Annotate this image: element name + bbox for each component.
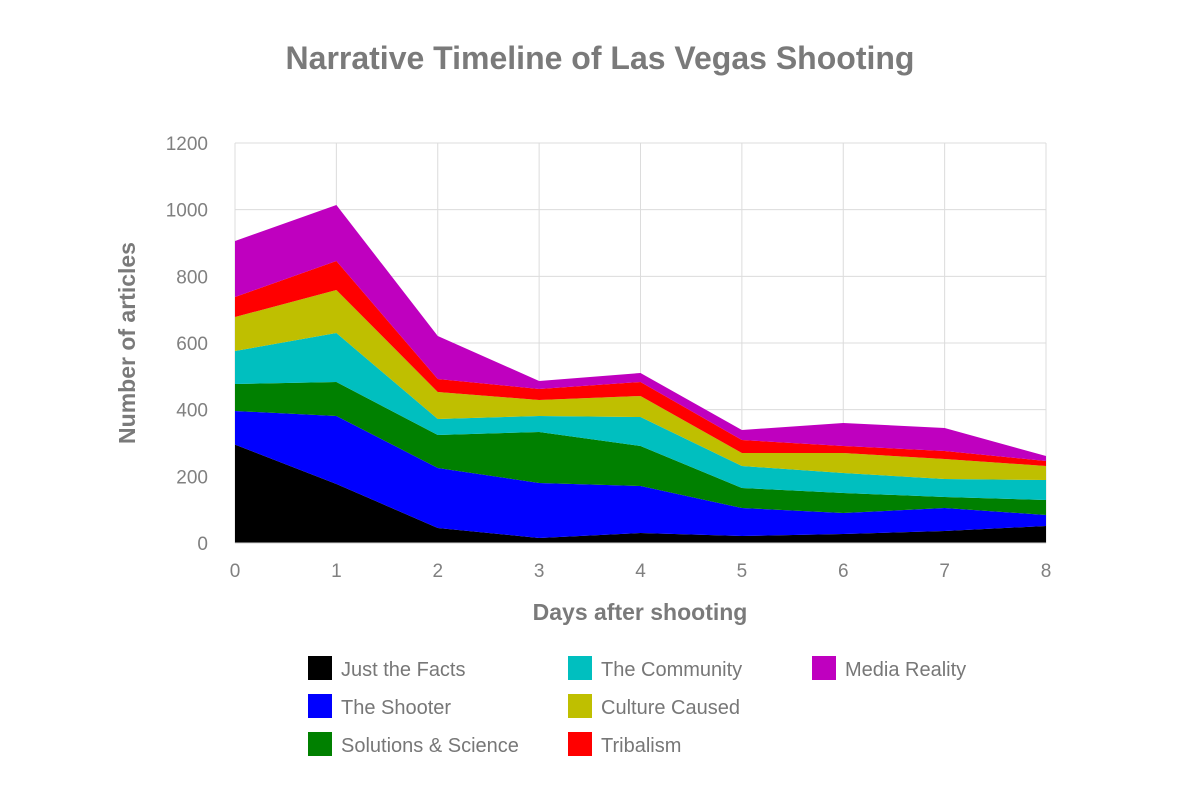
y-tick-label: 400 [176,401,208,422]
y-tick-label: 200 [176,467,208,488]
legend-label: Culture Caused [601,697,740,719]
legend-swatch [568,732,592,756]
area-the-shooter [235,411,1046,538]
x-tick-label: 6 [838,561,849,582]
y-tick-label: 600 [176,334,208,355]
legend-item: Media Reality [812,656,966,681]
area-tribalism [235,261,1046,466]
chart-title: Narrative Timeline of Las Vegas Shooting [286,40,915,76]
x-tick-label: 4 [635,561,646,582]
legend-label: Solutions & Science [341,735,519,757]
legend-swatch [568,656,592,680]
x-tick-label: 1 [331,561,342,582]
y-tick-label: 1200 [166,134,208,155]
y-tick-label: 1000 [166,201,208,222]
legend-item: The Shooter [308,694,451,719]
area-the-community [235,333,1046,500]
y-tick-label: 0 [197,534,208,555]
legend-item: Just the Facts [308,656,466,681]
legend-label: Tribalism [601,735,681,757]
area-culture-caused [235,290,1046,480]
legend-label: The Community [601,659,742,681]
legend-swatch [812,656,836,680]
area-just-the-facts [235,444,1046,543]
legend-swatch [308,694,332,718]
area-solutions-science [235,382,1046,515]
y-axis-label: Number of articles [114,242,140,444]
x-tick-label: 7 [939,561,950,582]
legend-label: Just the Facts [341,659,466,681]
legend-label: Media Reality [845,659,966,681]
legend-swatch [308,732,332,756]
legend-item: Culture Caused [568,694,740,719]
area-media-reality [235,205,1046,461]
legend-swatch [308,656,332,680]
x-tick-label: 8 [1041,561,1052,582]
y-tick-label: 800 [176,267,208,288]
legend-item: The Community [568,656,742,681]
legend-label: The Shooter [341,697,451,719]
x-tick-label: 5 [737,561,748,582]
x-axis-label: Days after shooting [533,599,748,625]
legend-item: Tribalism [568,732,681,757]
legend-item: Solutions & Science [308,732,519,757]
x-tick-label: 2 [432,561,443,582]
x-tick-label: 3 [534,561,545,582]
legend-swatch [568,694,592,718]
x-tick-label: 0 [230,561,241,582]
